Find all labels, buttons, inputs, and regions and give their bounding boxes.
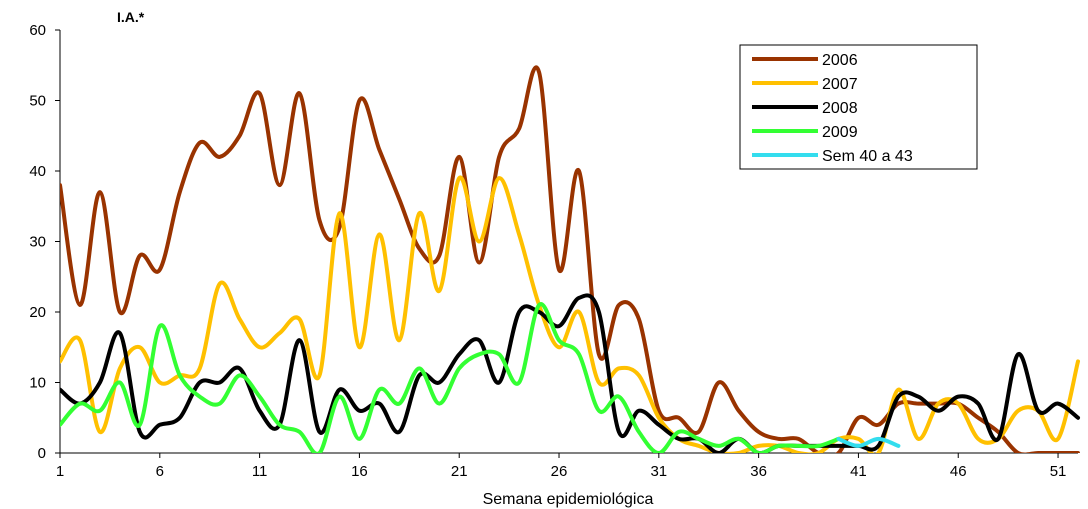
y-tick-label: 10 [29,375,46,392]
series-line-2009 [60,302,841,453]
y-ticks: 0 10 20 30 40 50 60 [29,22,60,462]
series-line-2008 [60,293,1080,453]
series-line-sem-40-a-43 [836,436,901,448]
legend-label: 2006 [822,52,858,69]
legend: 2006 2007 2008 2009 Sem 40 a 43 [739,44,978,170]
y-tick-label: 50 [29,93,46,110]
x-ticks: 1 6 11 16 21 26 31 36 41 46 51 [56,453,1067,480]
y-tick-label: 40 [29,163,46,180]
x-tick-label: 16 [351,463,368,480]
x-tick-label: 6 [156,463,164,480]
x-tick-label: 36 [750,463,767,480]
y-axis-label: I.A.* [117,9,145,25]
legend-label: 2007 [822,76,858,93]
x-tick-label: 11 [252,463,268,480]
series-line-2006 [60,65,1080,453]
x-tick-label: 1 [56,463,64,480]
x-tick-label: 26 [551,463,568,480]
y-tick-label: 20 [29,304,46,321]
y-tick-label: 60 [29,22,46,39]
x-tick-label: 21 [451,463,468,480]
x-tick-label: 41 [850,463,867,480]
x-tick-label: 31 [650,463,667,480]
y-tick-label: 30 [29,234,46,251]
x-tick-label: 51 [1050,463,1067,480]
y-tick-label: 0 [38,445,46,462]
legend-label: 2008 [822,100,858,117]
legend-label: 2009 [822,124,858,141]
x-tick-label: 46 [950,463,967,480]
legend-label: Sem 40 a 43 [822,148,913,165]
series-line-2007 [60,175,1080,453]
x-axis-label: Semana epidemiológica [483,491,654,508]
series-group [60,65,1080,453]
